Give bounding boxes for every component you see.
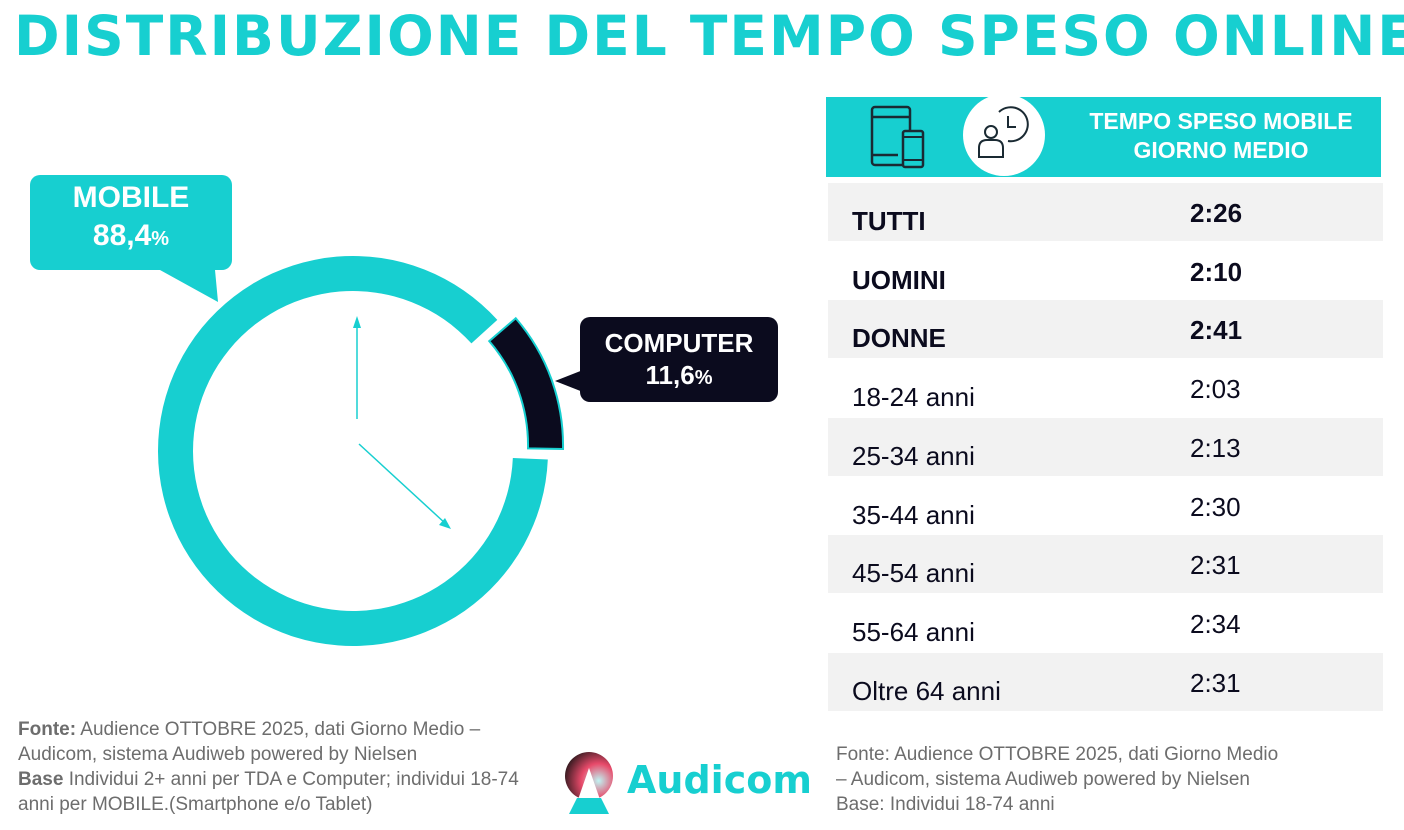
row-value: 2:34 — [1190, 608, 1241, 639]
mobile-label: MOBILE — [72, 181, 190, 214]
row-label: UOMINI — [852, 264, 946, 295]
donut-chart — [158, 256, 583, 647]
table-row: DONNE 2:41 — [828, 300, 1383, 359]
computer-callout-pointer — [555, 370, 583, 392]
row-value: 2:13 — [1190, 432, 1241, 463]
source-left: Fonte: Audience OTTOBRE 2025, dati Giorn… — [18, 719, 519, 815]
row-label: 35-44 anni — [852, 499, 975, 530]
mobile-callout-pointer — [160, 270, 218, 302]
table-header-title: TEMPO SPESO MOBILE GIORNO MEDIO — [1089, 108, 1353, 163]
table-row: 45-54 anni 2:31 — [828, 535, 1383, 594]
row-value: 2:31 — [1190, 667, 1241, 698]
row-label: TUTTI — [852, 206, 926, 236]
clock-hand-minute-arrow — [439, 518, 451, 529]
row-value: 2:41 — [1190, 315, 1243, 346]
row-value: 2:31 — [1190, 550, 1241, 581]
row-label: 55-64 anni — [852, 616, 975, 647]
row-label: DONNE — [852, 323, 946, 354]
clock-hand-hour-arrow — [353, 316, 361, 328]
clock-hand-minute — [358, 443, 447, 525]
person-clock-icon-bg — [963, 94, 1045, 176]
row-value: 2:26 — [1190, 198, 1243, 228]
slice-computer — [487, 316, 565, 450]
mobile-value: 88,4 — [92, 219, 152, 252]
slice-mobile — [158, 256, 548, 647]
table-row: Oltre 64 anni 2:31 — [828, 652, 1383, 711]
row-value: 2:30 — [1190, 491, 1241, 522]
audicom-logo-text: Audicom — [627, 758, 812, 802]
tablet-phone-icon — [870, 105, 925, 169]
row-label: 45-54 anni — [852, 558, 975, 589]
table-row: 55-64 anni 2:34 — [828, 594, 1383, 652]
computer-value: 11,6 — [645, 360, 695, 390]
page-title: DISTRIBUZIONE DEL TEMPO SPESO ONLINE — [14, 4, 1404, 68]
table-row: 18-24 anni 2:03 — [828, 359, 1383, 417]
computer-callout: COMPUTER 11,6% — [580, 317, 778, 402]
table-row: 35-44 anni 2:30 — [828, 477, 1383, 535]
person-clock-icon — [978, 106, 1029, 158]
row-value: 2:03 — [1190, 374, 1241, 405]
row-value: 2:10 — [1190, 256, 1243, 287]
table-row: TUTTI 2:26 — [828, 183, 1383, 241]
row-label: 18-24 anni — [852, 382, 975, 413]
table-row: UOMINI 2:10 — [828, 242, 1383, 300]
table-header: TEMPO SPESO MOBILE GIORNO MEDIO — [826, 94, 1381, 177]
computer-label: COMPUTER — [604, 328, 754, 358]
row-label: 25-34 anni — [852, 440, 975, 471]
table-row: 25-34 anni 2:13 — [828, 417, 1383, 476]
source-right: Fonte: Audience OTTOBRE 2025, dati Giorn… — [836, 744, 1279, 815]
mobile-callout: MOBILE 88,4% — [30, 175, 232, 270]
row-label: Oltre 64 anni — [852, 675, 1001, 706]
audicom-logo-icon — [565, 752, 613, 814]
